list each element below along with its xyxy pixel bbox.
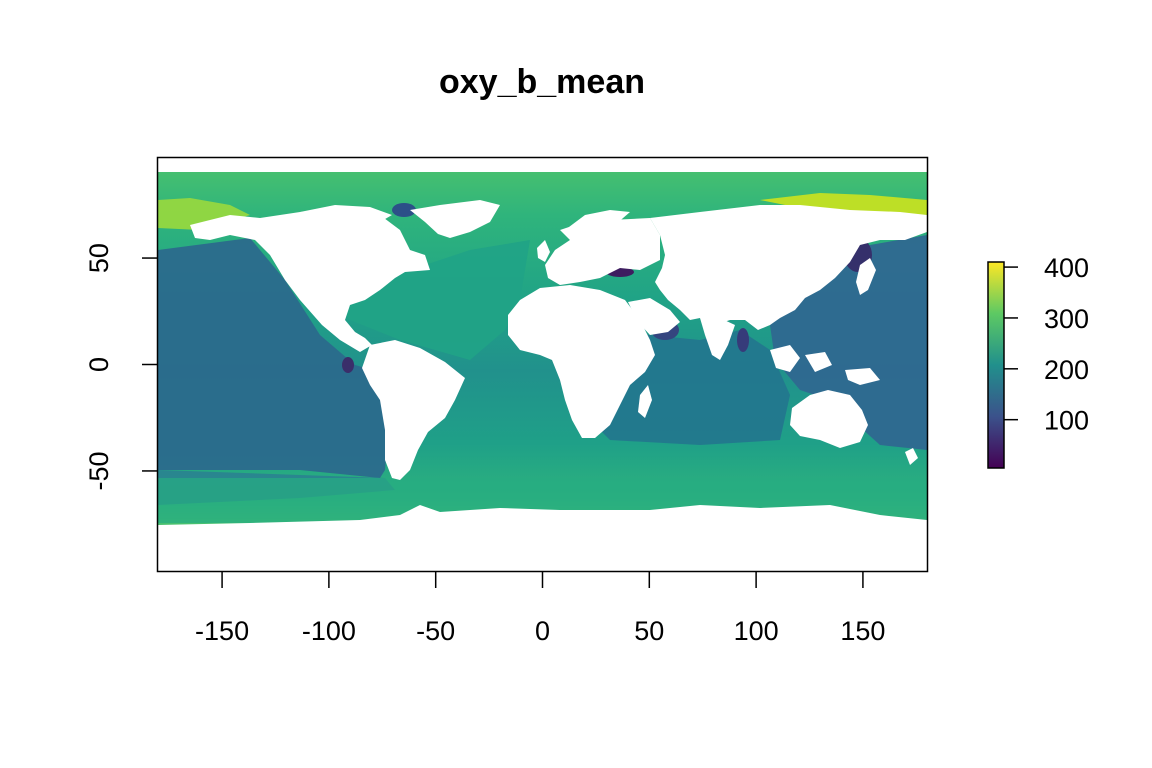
x-tick-label: -50 xyxy=(416,616,455,646)
y-tick-label: 0 xyxy=(84,357,114,372)
colorbar: 400 300 200 100 xyxy=(987,253,1089,469)
colorbar-ticks: 400 300 200 100 xyxy=(1004,253,1089,436)
x-tick-label: 50 xyxy=(634,616,664,646)
x-tick-label: -150 xyxy=(195,616,249,646)
pacific-west-region xyxy=(770,235,927,450)
land-arabia xyxy=(628,298,680,335)
land-new-zealand xyxy=(905,448,918,465)
colorbar-tick-label: 200 xyxy=(1044,355,1089,385)
x-tick-label: 150 xyxy=(840,616,885,646)
land-asia xyxy=(650,205,927,330)
east-pacific-low xyxy=(342,357,354,373)
colorbar-tick-label: 100 xyxy=(1044,406,1089,436)
colorbar-tick-label: 300 xyxy=(1044,304,1089,334)
plot-frame xyxy=(156,156,929,573)
land-north-america xyxy=(190,210,430,352)
map-raster xyxy=(158,158,927,534)
bay-of-bengal-low xyxy=(737,328,749,352)
x-tick-label: -100 xyxy=(302,616,356,646)
land-japan xyxy=(856,258,876,295)
land-greenland xyxy=(410,200,500,238)
land-britain xyxy=(537,240,550,262)
x-axis: -150 -100 -50 0 50 100 150 xyxy=(195,572,885,646)
no-data-bottom xyxy=(159,534,926,571)
atlantic-north-region xyxy=(330,240,530,360)
land-indonesia-1 xyxy=(770,345,800,372)
land-africa xyxy=(508,285,655,438)
pacific-east-region xyxy=(158,238,390,478)
no-data-top xyxy=(158,158,927,172)
land-new-guinea xyxy=(845,368,880,385)
land-indonesia-2 xyxy=(805,352,832,372)
y-tick-label: 50 xyxy=(84,243,114,273)
y-axis: 50 0 -50 xyxy=(84,243,157,490)
arctic-high-region xyxy=(760,193,927,215)
land-scandinavia xyxy=(565,210,630,245)
arctic-high-west xyxy=(158,198,250,230)
land-south-america xyxy=(362,340,465,480)
land xyxy=(158,200,927,534)
land-australia xyxy=(790,390,868,448)
map-title: oxy_b_mean xyxy=(439,63,645,101)
colorbar-gradient xyxy=(987,261,1005,469)
y-tick-label: -50 xyxy=(84,451,114,490)
colorbar-tick-label: 400 xyxy=(1044,253,1089,283)
land-arctic-islands xyxy=(300,205,392,222)
arctic-low xyxy=(392,203,416,217)
land-madagascar xyxy=(638,385,652,418)
land-antarctica xyxy=(158,505,927,534)
land-india xyxy=(700,318,735,360)
x-tick-label: 0 xyxy=(535,616,550,646)
x-tick-label: 100 xyxy=(734,616,779,646)
